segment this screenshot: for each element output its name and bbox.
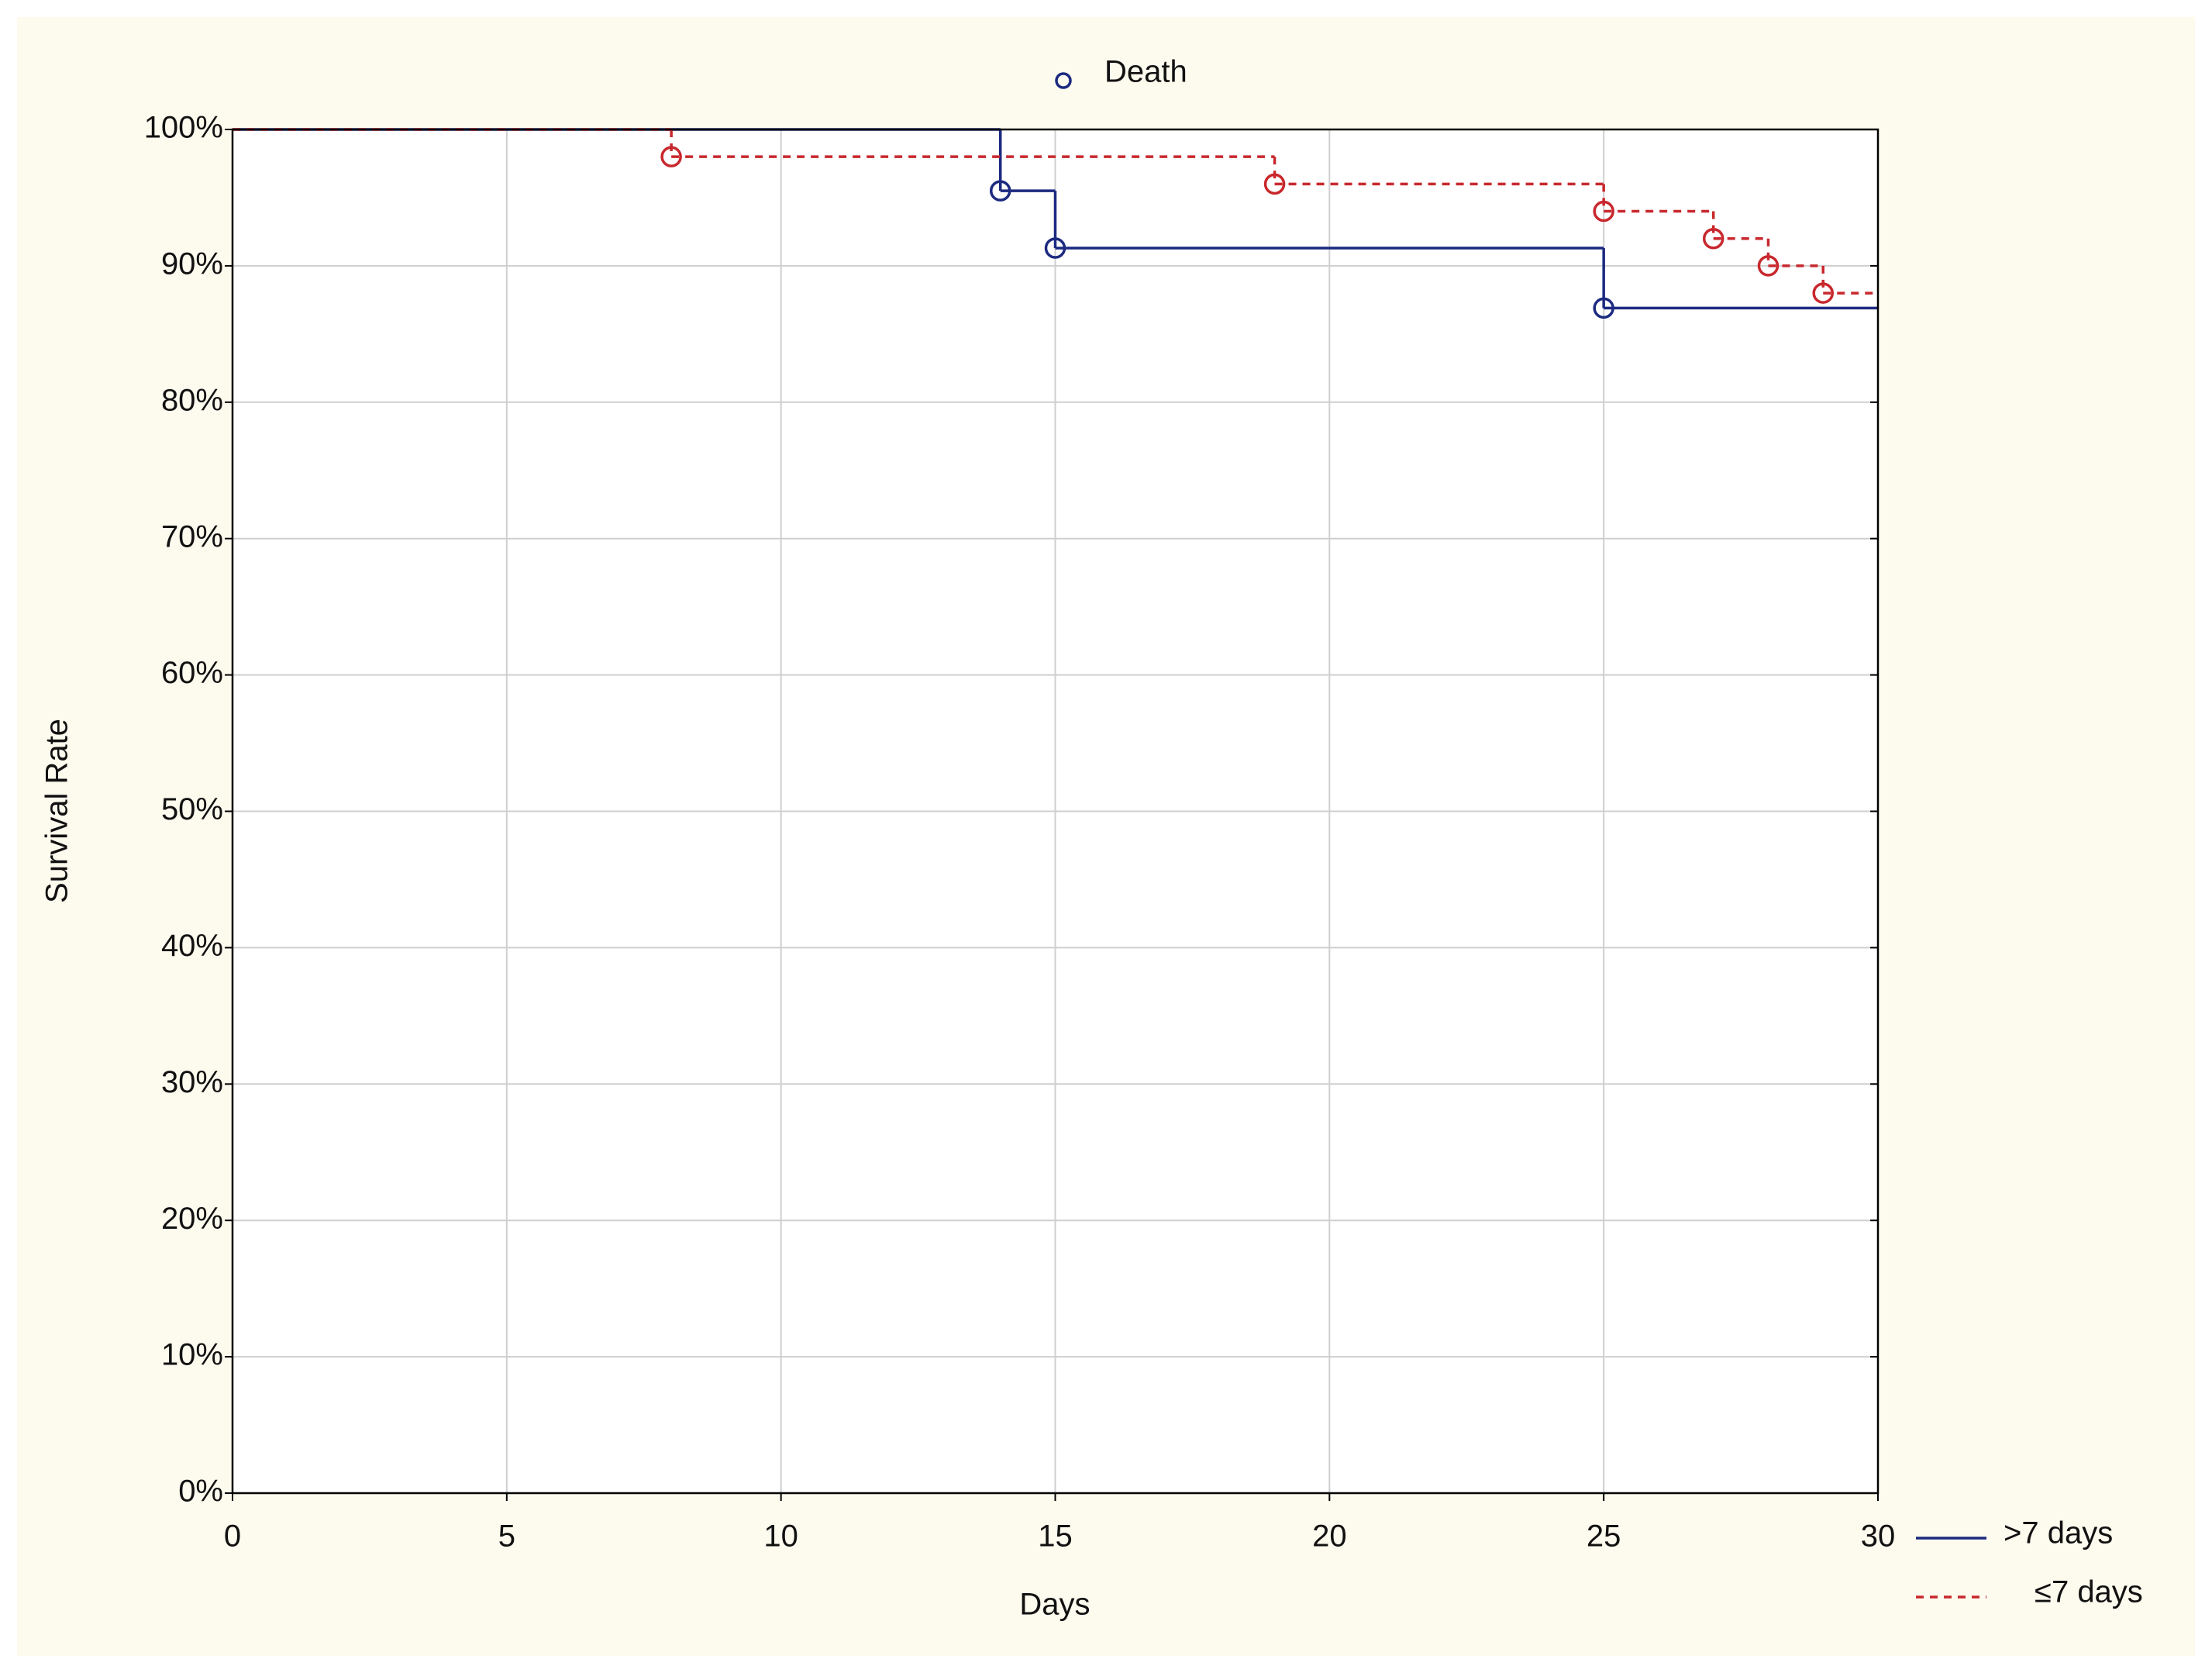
- y-tick-label: 20%: [161, 1202, 223, 1236]
- y-tick-label: 10%: [161, 1338, 223, 1372]
- death-marker: [1263, 173, 1286, 195]
- x-axis-title: Days: [1019, 1588, 1090, 1622]
- x-tick-label: 15: [1038, 1519, 1073, 1554]
- y-tick-label: 90%: [161, 247, 223, 281]
- y-tick-label: 30%: [161, 1065, 223, 1099]
- death-marker: [1593, 297, 1614, 319]
- y-tick-label: 100%: [144, 111, 223, 145]
- x-tick-label: 25: [1587, 1519, 1621, 1554]
- death-marker: [1702, 227, 1724, 250]
- death-marker: [989, 180, 1011, 202]
- legend-label: >7 days: [2004, 1516, 2113, 1551]
- legend-label: ≤7 days: [2035, 1575, 2143, 1609]
- x-tick-label: 5: [498, 1519, 515, 1554]
- y-tick-label: 50%: [161, 792, 223, 826]
- y-tick-label: 40%: [161, 929, 223, 963]
- plot-frame: [231, 128, 1880, 1495]
- grid: [225, 129, 1879, 1501]
- x-tick-label: 20: [1312, 1519, 1347, 1554]
- marker-legend: Death: [1104, 55, 1187, 89]
- death-marker: [1812, 282, 1834, 304]
- death-marker: [1593, 200, 1614, 222]
- death-marker: [1044, 237, 1066, 259]
- y-tick-label: 80%: [161, 383, 223, 417]
- legend-marker: [1055, 72, 1072, 89]
- x-tick-label: 0: [224, 1519, 241, 1554]
- x-tick-label: 30: [1861, 1519, 1896, 1554]
- death-marker: [1757, 255, 1780, 277]
- death-marker: [660, 146, 682, 167]
- y-axis-title: Survival Rate: [40, 719, 74, 903]
- y-tick-label: 70%: [161, 519, 223, 554]
- y-tick-label: 60%: [161, 656, 223, 690]
- y-tick-label: 0%: [178, 1475, 223, 1509]
- x-tick-label: 10: [763, 1519, 798, 1554]
